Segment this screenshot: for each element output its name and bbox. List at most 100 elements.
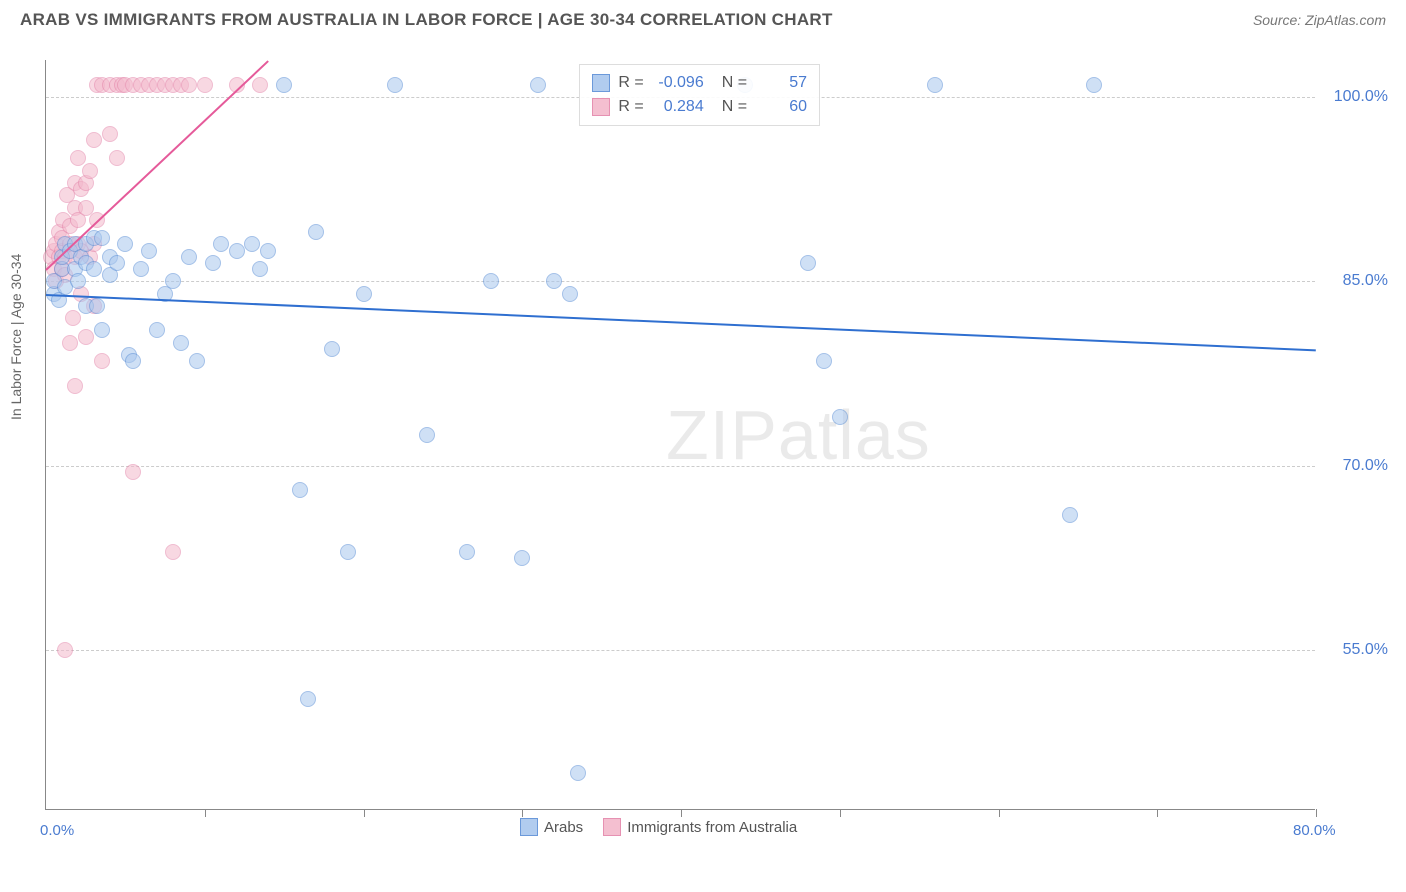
scatter-point	[927, 77, 943, 93]
legend-bottom: Arabs Immigrants from Australia	[520, 818, 797, 836]
legend-n-label: N =	[722, 71, 747, 95]
scatter-point	[181, 77, 197, 93]
scatter-point	[102, 126, 118, 142]
scatter-point	[133, 261, 149, 277]
chart-container: In Labor Force | Age 30-34 ZIPatlas R =-…	[0, 40, 1406, 892]
y-tick-label: 55.0%	[1343, 641, 1388, 659]
scatter-point	[292, 482, 308, 498]
scatter-point	[189, 353, 205, 369]
watermark-text-1: ZIP	[666, 396, 778, 474]
scatter-point	[109, 150, 125, 166]
source-attribution: Source: ZipAtlas.com	[1253, 12, 1386, 28]
x-tick	[1316, 809, 1317, 817]
scatter-point	[173, 335, 189, 351]
scatter-point	[67, 378, 83, 394]
x-tick	[364, 809, 365, 817]
scatter-point	[70, 150, 86, 166]
x-origin-label: 0.0%	[40, 822, 74, 839]
scatter-point	[530, 77, 546, 93]
legend-item: Immigrants from Australia	[603, 818, 797, 836]
scatter-point	[546, 273, 562, 289]
scatter-point	[244, 236, 260, 252]
scatter-point	[459, 544, 475, 560]
x-tick	[1157, 809, 1158, 817]
x-tick	[205, 809, 206, 817]
y-tick-label: 70.0%	[1343, 457, 1388, 475]
scatter-point	[86, 261, 102, 277]
scatter-point	[1062, 507, 1078, 523]
legend-stats-row: R =-0.096N =57	[592, 71, 807, 95]
legend-swatch	[603, 818, 621, 836]
scatter-point	[94, 353, 110, 369]
gridline-h	[46, 281, 1315, 282]
scatter-point	[197, 77, 213, 93]
scatter-point	[260, 243, 276, 259]
scatter-point	[340, 544, 356, 560]
scatter-point	[800, 255, 816, 271]
legend-item: Arabs	[520, 818, 583, 836]
legend-stats: R =-0.096N =57R =0.284N =60	[579, 64, 820, 126]
scatter-point	[252, 261, 268, 277]
x-tick	[999, 809, 1000, 817]
scatter-point	[125, 464, 141, 480]
scatter-point	[125, 353, 141, 369]
scatter-point	[324, 341, 340, 357]
scatter-point	[562, 286, 578, 302]
scatter-point	[229, 243, 245, 259]
scatter-point	[109, 255, 125, 271]
legend-swatch	[592, 98, 610, 116]
scatter-point	[141, 243, 157, 259]
legend-n-value: 57	[755, 71, 807, 95]
scatter-point	[70, 273, 86, 289]
legend-series-name: Immigrants from Australia	[627, 819, 797, 836]
scatter-point	[62, 335, 78, 351]
legend-r-label: R =	[618, 95, 643, 119]
scatter-point	[816, 353, 832, 369]
x-tick	[840, 809, 841, 817]
scatter-point	[165, 273, 181, 289]
scatter-point	[181, 249, 197, 265]
watermark-text-2: atlas	[778, 396, 931, 474]
scatter-point	[300, 691, 316, 707]
scatter-point	[117, 236, 133, 252]
scatter-point	[89, 298, 105, 314]
chart-title: ARAB VS IMMIGRANTS FROM AUSTRALIA IN LAB…	[20, 10, 833, 30]
scatter-point	[165, 544, 181, 560]
plot-area: ZIPatlas R =-0.096N =57R =0.284N =60	[45, 60, 1315, 810]
source-prefix: Source:	[1253, 12, 1305, 28]
legend-n-value: 60	[755, 95, 807, 119]
scatter-point	[149, 322, 165, 338]
scatter-point	[57, 642, 73, 658]
source-name: ZipAtlas.com	[1305, 12, 1386, 28]
scatter-point	[86, 132, 102, 148]
scatter-point	[94, 230, 110, 246]
scatter-point	[276, 77, 292, 93]
legend-series-name: Arabs	[544, 819, 583, 836]
y-axis-label: In Labor Force | Age 30-34	[8, 254, 24, 420]
x-tick	[681, 809, 682, 817]
scatter-point	[356, 286, 372, 302]
scatter-point	[308, 224, 324, 240]
scatter-point	[82, 163, 98, 179]
legend-swatch	[520, 818, 538, 836]
trendline	[46, 294, 1316, 351]
watermark: ZIPatlas	[666, 395, 931, 475]
y-tick-label: 100.0%	[1334, 88, 1388, 106]
legend-swatch	[592, 74, 610, 92]
scatter-point	[205, 255, 221, 271]
gridline-h	[46, 466, 1315, 467]
x-max-label: 80.0%	[1293, 822, 1336, 839]
gridline-h	[46, 650, 1315, 651]
scatter-point	[252, 77, 268, 93]
scatter-point	[94, 322, 110, 338]
scatter-point	[832, 409, 848, 425]
scatter-point	[65, 310, 81, 326]
y-tick-label: 85.0%	[1343, 272, 1388, 290]
legend-r-value: -0.096	[652, 71, 704, 95]
scatter-point	[78, 329, 94, 345]
scatter-point	[419, 427, 435, 443]
legend-n-label: N =	[722, 95, 747, 119]
scatter-point	[570, 765, 586, 781]
legend-stats-row: R =0.284N =60	[592, 95, 807, 119]
scatter-point	[387, 77, 403, 93]
